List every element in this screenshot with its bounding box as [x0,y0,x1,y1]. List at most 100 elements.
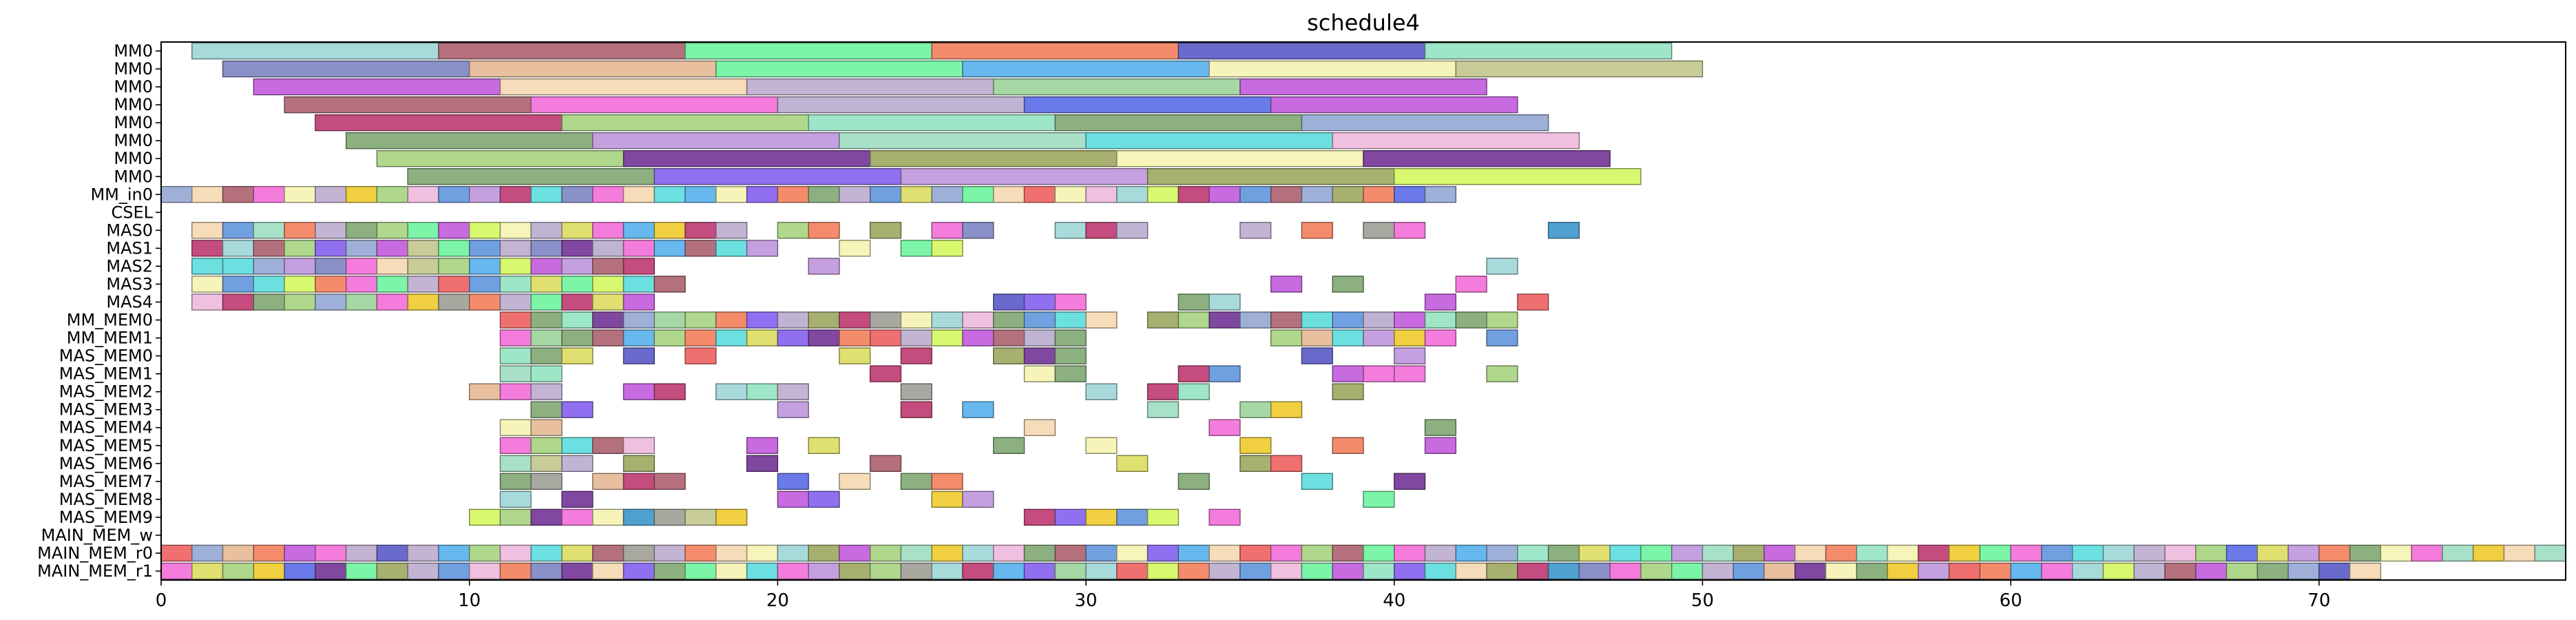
task-bar [1054,329,1087,347]
task-bar [530,222,563,239]
x-tick-label: 60 [2000,590,2022,611]
task-bar [1701,544,1734,562]
task-bar [592,276,625,293]
task-bar [746,186,779,203]
task-bar [1116,455,1149,472]
task-bar [2102,544,2135,562]
task-bar [1578,544,1611,562]
task-bar [622,562,656,580]
task-bar [1085,132,1333,149]
task-bar [1054,347,1087,364]
task-bar [284,276,316,293]
task-bar [284,544,316,562]
task-bar [1208,60,1457,78]
task-bar [499,329,532,347]
task-bar [808,311,840,329]
task-bar [191,293,224,311]
task-bar [1979,562,2011,580]
y-tick-label: MAS_MEM8 [59,490,153,509]
task-bar [191,240,224,257]
task-bar [561,311,594,329]
task-bar [1547,562,1580,580]
task-bar [715,222,748,239]
task-bar [1918,544,1950,562]
task-bar [777,186,809,203]
task-bar [684,544,717,562]
task-bar [622,186,656,203]
task-bar [530,329,563,347]
y-tick-label: MM0 [114,41,153,61]
task-bar [530,401,563,418]
task-bar [530,473,563,490]
task-bar [1455,544,1487,562]
task-bar [622,222,656,239]
y-tick-label: MM0 [114,167,153,186]
task-bar [253,78,501,96]
task-bar [1455,60,1704,78]
task-bar [2287,544,2320,562]
task-bar [222,544,255,562]
task-bar [653,168,902,185]
task-bar [1517,293,1549,311]
task-bar [2534,544,2566,562]
task-bar [468,508,501,526]
task-bar [253,258,285,275]
task-bar [499,347,532,364]
task-bar [1394,222,1426,239]
task-bar [1640,544,1673,562]
task-bar [530,186,563,203]
task-bar [962,186,994,203]
task-bar [1208,419,1241,436]
task-bar [900,383,932,400]
task-bar [746,383,779,400]
task-bar [561,114,809,132]
x-tick-label: 30 [1075,590,1098,611]
task-bar [622,544,656,562]
task-bar [993,562,1025,580]
task-bar [1394,347,1426,364]
task-bar [1239,186,1272,203]
task-bar [530,96,779,114]
task-bar [1547,222,1580,239]
task-bar [993,437,1025,454]
task-bar [407,293,439,311]
y-tick-label: MM_MEM0 [67,311,153,330]
task-bar [315,114,563,132]
task-bar [438,562,470,580]
task-bar [653,311,686,329]
task-bar [622,258,656,275]
task-bar [869,222,902,239]
task-bar [191,276,224,293]
task-bar [345,240,378,257]
task-bar [376,544,408,562]
task-bar [1486,311,1518,329]
task-bar [1054,186,1087,203]
task-bar [160,544,193,562]
task-bar [1825,562,1858,580]
task-bar [1394,562,1426,580]
task-bar [284,258,316,275]
task-bar [253,544,285,562]
task-bar [191,562,224,580]
task-bar [900,401,932,418]
task-bar [1394,186,1426,203]
y-tick-label: MM0 [114,131,153,150]
task-bar [530,437,563,454]
task-bar [2472,544,2505,562]
task-bar [715,60,963,78]
task-bar [839,347,871,364]
task-bar [869,562,902,580]
task-bar [345,544,378,562]
x-tick-label: 50 [1691,590,1714,611]
task-bar [839,473,871,490]
task-bar [839,132,1087,149]
task-bar [684,42,932,60]
task-bar [993,293,1025,311]
y-tick-label: MM0 [114,95,153,114]
task-bar [499,490,532,508]
task-bar [468,258,501,275]
task-bar [869,544,902,562]
task-bar [222,562,255,580]
task-bar [2226,544,2259,562]
task-bar [1023,544,1056,562]
